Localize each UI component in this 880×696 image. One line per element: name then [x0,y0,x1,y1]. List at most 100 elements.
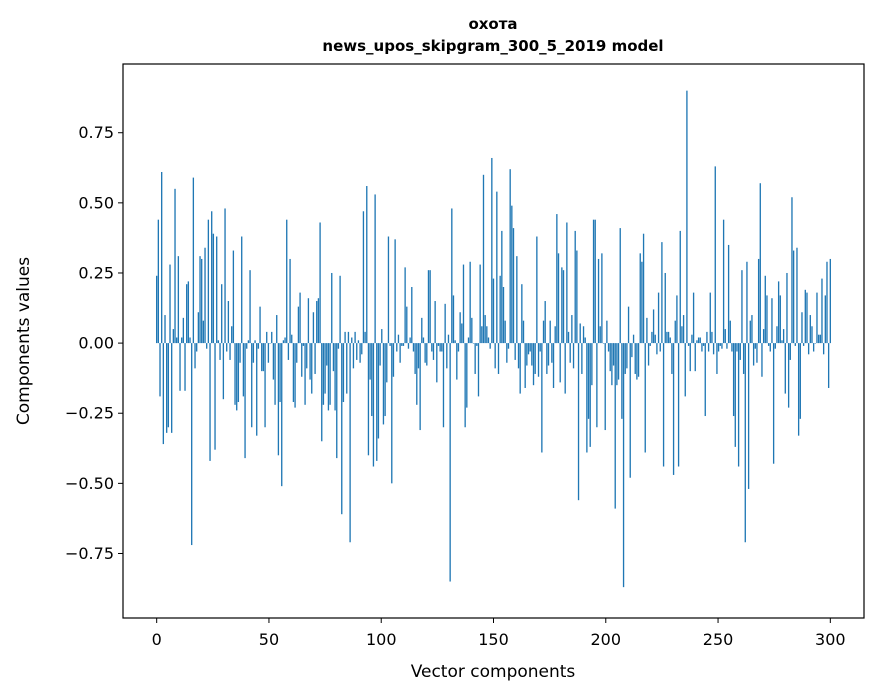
bar [567,331,570,344]
bar [486,326,488,344]
bar [312,312,315,344]
bar [792,250,795,344]
bar [361,343,363,355]
bar [596,343,598,428]
bar [767,343,770,346]
bar [569,343,571,363]
bar [469,261,471,344]
bar [739,343,741,360]
bar [407,343,410,349]
bar [476,343,478,346]
bar [724,329,726,344]
bar [611,343,613,386]
bar [786,272,788,344]
bar [242,343,245,397]
bar [349,343,351,543]
bar [516,256,518,344]
bar [157,219,160,344]
bar [207,219,210,344]
bar [492,278,495,344]
bar [822,343,825,355]
bar [747,343,750,489]
bar [672,343,675,475]
bar [174,188,176,344]
bar [172,329,175,344]
bar [276,315,278,344]
bar [201,258,203,344]
bar [606,320,608,344]
bar [221,284,223,344]
bar [364,331,366,344]
bar [537,343,540,377]
bar [472,343,475,344]
bar [464,343,466,428]
bar [514,343,516,360]
bar [722,219,725,344]
bar [209,343,211,461]
bar [542,320,545,344]
bar [531,343,533,366]
bar [556,214,558,344]
bar [259,306,261,344]
bar [641,261,643,344]
bar [632,334,635,344]
bar [236,343,238,411]
bar [554,326,556,344]
bar [671,343,673,374]
bar [429,270,431,344]
bar [749,320,751,344]
bar [452,295,455,344]
bar [257,343,260,349]
bar [176,337,178,344]
bar [707,343,710,352]
bar [809,315,811,344]
bar [667,331,670,344]
bar [771,298,773,344]
x-tick-label: 50 [259,630,279,649]
bar [817,334,820,344]
bar [231,326,233,344]
bar [389,343,391,346]
bar [462,264,465,344]
bar [239,343,241,363]
y-tick-label: −0.50 [65,474,114,493]
bar [781,340,783,344]
bar [636,343,638,380]
bars-group [156,90,831,588]
bar [229,343,231,360]
bar [681,326,683,344]
bar [612,343,615,366]
bar [416,343,418,405]
bar [431,343,433,352]
bar [402,343,405,346]
bar [594,219,596,344]
bar [666,331,668,344]
bar [179,343,181,391]
bar [326,343,328,366]
bar [709,292,711,344]
bar [307,298,310,344]
bar [427,270,430,344]
bar [342,343,345,403]
y-tick-label: 0.25 [78,263,114,282]
bar [801,312,803,344]
bar [397,334,400,344]
bar [552,343,555,388]
bar [706,331,708,344]
bar [169,264,171,344]
bar [584,337,586,344]
bar [256,343,258,436]
bar [237,343,240,403]
bar [826,261,828,344]
bar [614,343,616,509]
bar [439,343,441,352]
bar [732,343,735,417]
bar [301,343,303,377]
bar [474,343,476,374]
bar [192,177,195,344]
bar [631,343,633,358]
bar [756,343,758,363]
plot-frame [122,63,865,619]
bar [601,253,603,344]
bar [411,287,413,344]
